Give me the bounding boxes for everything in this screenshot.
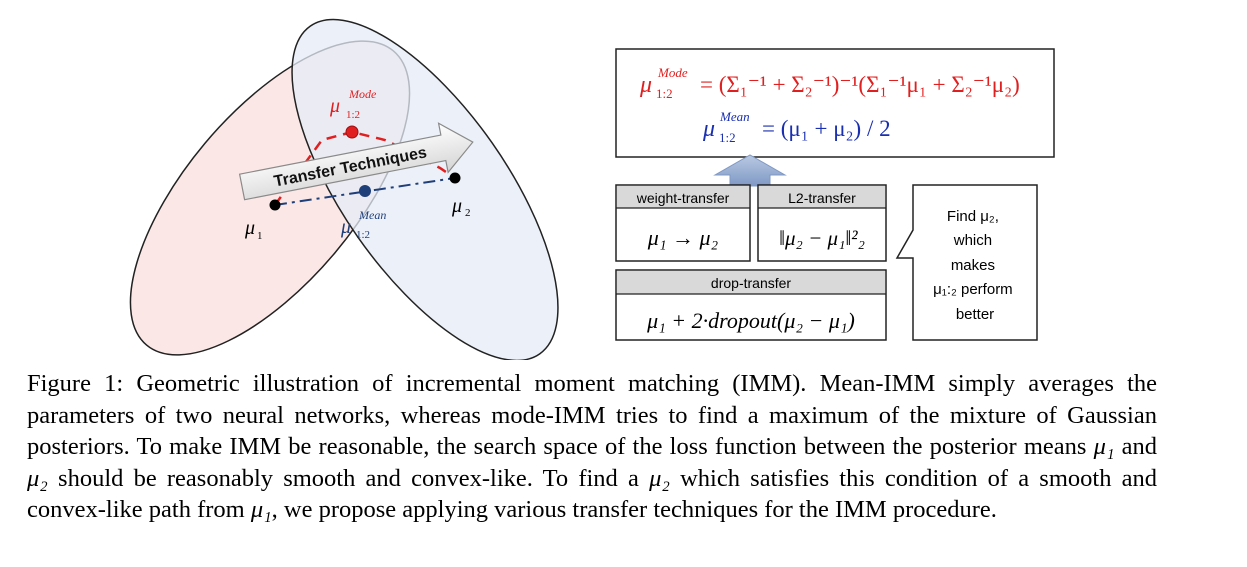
l2-transfer-box: L2-transfer ‖μ₂ − μ₁‖²₂ (757, 184, 887, 262)
mean-label: μ 1:2 Mean (340, 208, 386, 242)
caption-text-2: should be reasonably smooth and convex-l… (58, 464, 639, 492)
callout-line-2: which (953, 232, 992, 249)
up-arrow (713, 154, 787, 187)
mu1-label: μ 1 (244, 217, 263, 242)
caption-text-3: which satisfies this condition of a smoo… (27, 464, 1158, 524)
mu1-label-mu: μ (244, 217, 255, 239)
callout-line-1: Find μ₂, (947, 208, 999, 225)
posterior-ellipse-2 (291, 18, 559, 360)
mode-path (273, 130, 456, 206)
callout-line-4: μ₁:₂ perform (933, 281, 1013, 298)
mean-eq-rhs: = (μ₁ + μ₂) / 2 (762, 116, 891, 141)
callout-line-5: better (956, 306, 994, 323)
caption-mu1: μ₁ (1093, 433, 1115, 460)
mean-path (274, 177, 456, 206)
caption-mu1-b: μ₁ (250, 496, 272, 523)
mean-label-sup: Mean (358, 208, 386, 222)
drop-transfer-title: drop-transfer (711, 275, 791, 291)
weight-transfer-eq: μ₁ → μ₂ (647, 225, 719, 250)
mu1-point (269, 199, 281, 211)
mode-eq-sub: 1:2 (656, 86, 673, 101)
weight-transfer-box: weight-transfer μ₁ → μ₂ (615, 184, 751, 262)
caption-and: and (1121, 433, 1158, 460)
drop-transfer-box: drop-transfer μ₁ + 2·dropout(μ₂ − μ₁) (615, 269, 887, 341)
caption-text-4: , we propose applying various transfer t… (271, 496, 997, 523)
mode-label: μ 1:2 Mode (329, 87, 377, 122)
mu2-label-sub: 2 (465, 207, 471, 219)
mode-label-sub: 1:2 (346, 109, 360, 121)
mean-equation: μ 1:2 Mean = (μ₁ + μ₂) / 2 (702, 108, 891, 146)
mu1-label-sub: 1 (257, 230, 263, 242)
mean-point (359, 185, 371, 197)
mu2-point (449, 172, 461, 184)
l2-transfer-title: L2-transfer (788, 190, 856, 206)
mean-eq-mu: μ (702, 116, 715, 142)
callout-text: Find μ₂, which makes μ₁:₂ perform better (933, 208, 1017, 323)
mu2-label-mu: μ (451, 195, 462, 217)
mode-eq-mu: μ (639, 72, 652, 98)
callout-bubble: Find μ₂, which makes μ₁:₂ perform better (895, 184, 1038, 341)
mode-eq-rhs: = (Σ₁⁻¹ + Σ₂⁻¹)⁻¹(Σ₁⁻¹μ₁ + Σ₂⁻¹μ₂) (700, 72, 1020, 97)
drop-transfer-eq: μ₁ + 2·dropout(μ₂ − μ₁) (646, 308, 855, 333)
mean-eq-sub: 1:2 (719, 130, 736, 145)
figure-graphic: Transfer Techniques μ 1:2 Mode μ 1:2 Mea… (129, 18, 1055, 360)
mode-equation: μ 1:2 Mode = (Σ₁⁻¹ + Σ₂⁻¹)⁻¹(Σ₁⁻¹μ₁ + Σ₂… (639, 64, 1020, 102)
l2-transfer-eq: ‖μ₂ − μ₁‖²₂ (779, 226, 865, 250)
mean-eq-sup: Mean (719, 109, 750, 124)
mean-label-mu: μ (340, 216, 351, 238)
equation-box: μ 1:2 Mode = (Σ₁⁻¹ + Σ₂⁻¹)⁻¹(Σ₁⁻¹μ₁ + Σ₂… (615, 48, 1055, 158)
figure-caption: Figure 1: Geometric illustration of incr… (27, 368, 1157, 526)
caption-text-1: Geometric illustration of incremental mo… (27, 370, 1157, 460)
mode-eq-sup: Mode (657, 65, 688, 80)
mode-label-mu: μ (329, 95, 340, 117)
mode-label-sup: Mode (348, 87, 377, 101)
mu2-label: μ 2 (451, 195, 471, 219)
gaussian-diagram: Transfer Techniques μ 1:2 Mode μ 1:2 Mea… (129, 18, 559, 360)
caption-mu2-b: μ₂ (649, 464, 670, 492)
callout-line-3: makes (951, 257, 995, 274)
weight-transfer-title: weight-transfer (636, 190, 730, 206)
mean-label-sub: 1:2 (356, 229, 370, 241)
caption-mu2: μ₂ (27, 464, 48, 492)
mode-point (345, 125, 359, 139)
caption-label: Figure 1: (27, 370, 124, 397)
